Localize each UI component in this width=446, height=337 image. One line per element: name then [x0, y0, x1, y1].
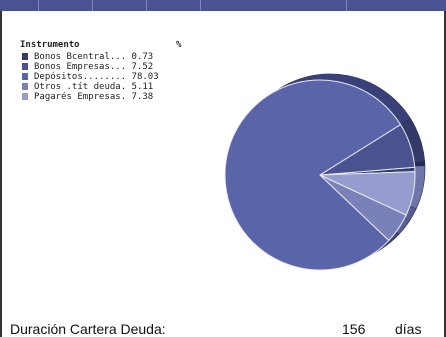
legend-item-label: Pagarés Empresas. 7.38 [34, 92, 154, 102]
duration-unit: días [395, 321, 422, 337]
right-frame-border [444, 11, 446, 337]
legend-header-instrument: Instrumento [20, 40, 80, 50]
header-divider [38, 0, 39, 11]
legend-swatch [22, 53, 28, 60]
legend-swatch [22, 63, 28, 70]
duration-value: 156 [342, 321, 366, 337]
header-divider [146, 0, 147, 11]
legend-swatch [22, 83, 28, 90]
legend-swatch [22, 93, 28, 100]
header-divider [92, 0, 93, 11]
duration-label: Duración Cartera Deuda: [10, 321, 166, 337]
legend-swatch [22, 73, 28, 80]
top-header-bar [0, 0, 446, 11]
legend-item-label: Depósitos........ 78.03 [34, 72, 159, 82]
legend-item-label: Otros .tít deuda. 5.11 [34, 82, 154, 92]
pie-slice [224, 79, 402, 271]
legend-header-percent: % [176, 40, 182, 50]
legend-item-label: Bonos Bcentral... 0.73 [34, 52, 154, 62]
left-frame-border [0, 11, 2, 337]
header-divider [346, 0, 347, 11]
legend-item-label: Bonos Empresas... 7.52 [34, 62, 154, 72]
pie-slice [319, 171, 416, 216]
header-divider [200, 0, 201, 11]
